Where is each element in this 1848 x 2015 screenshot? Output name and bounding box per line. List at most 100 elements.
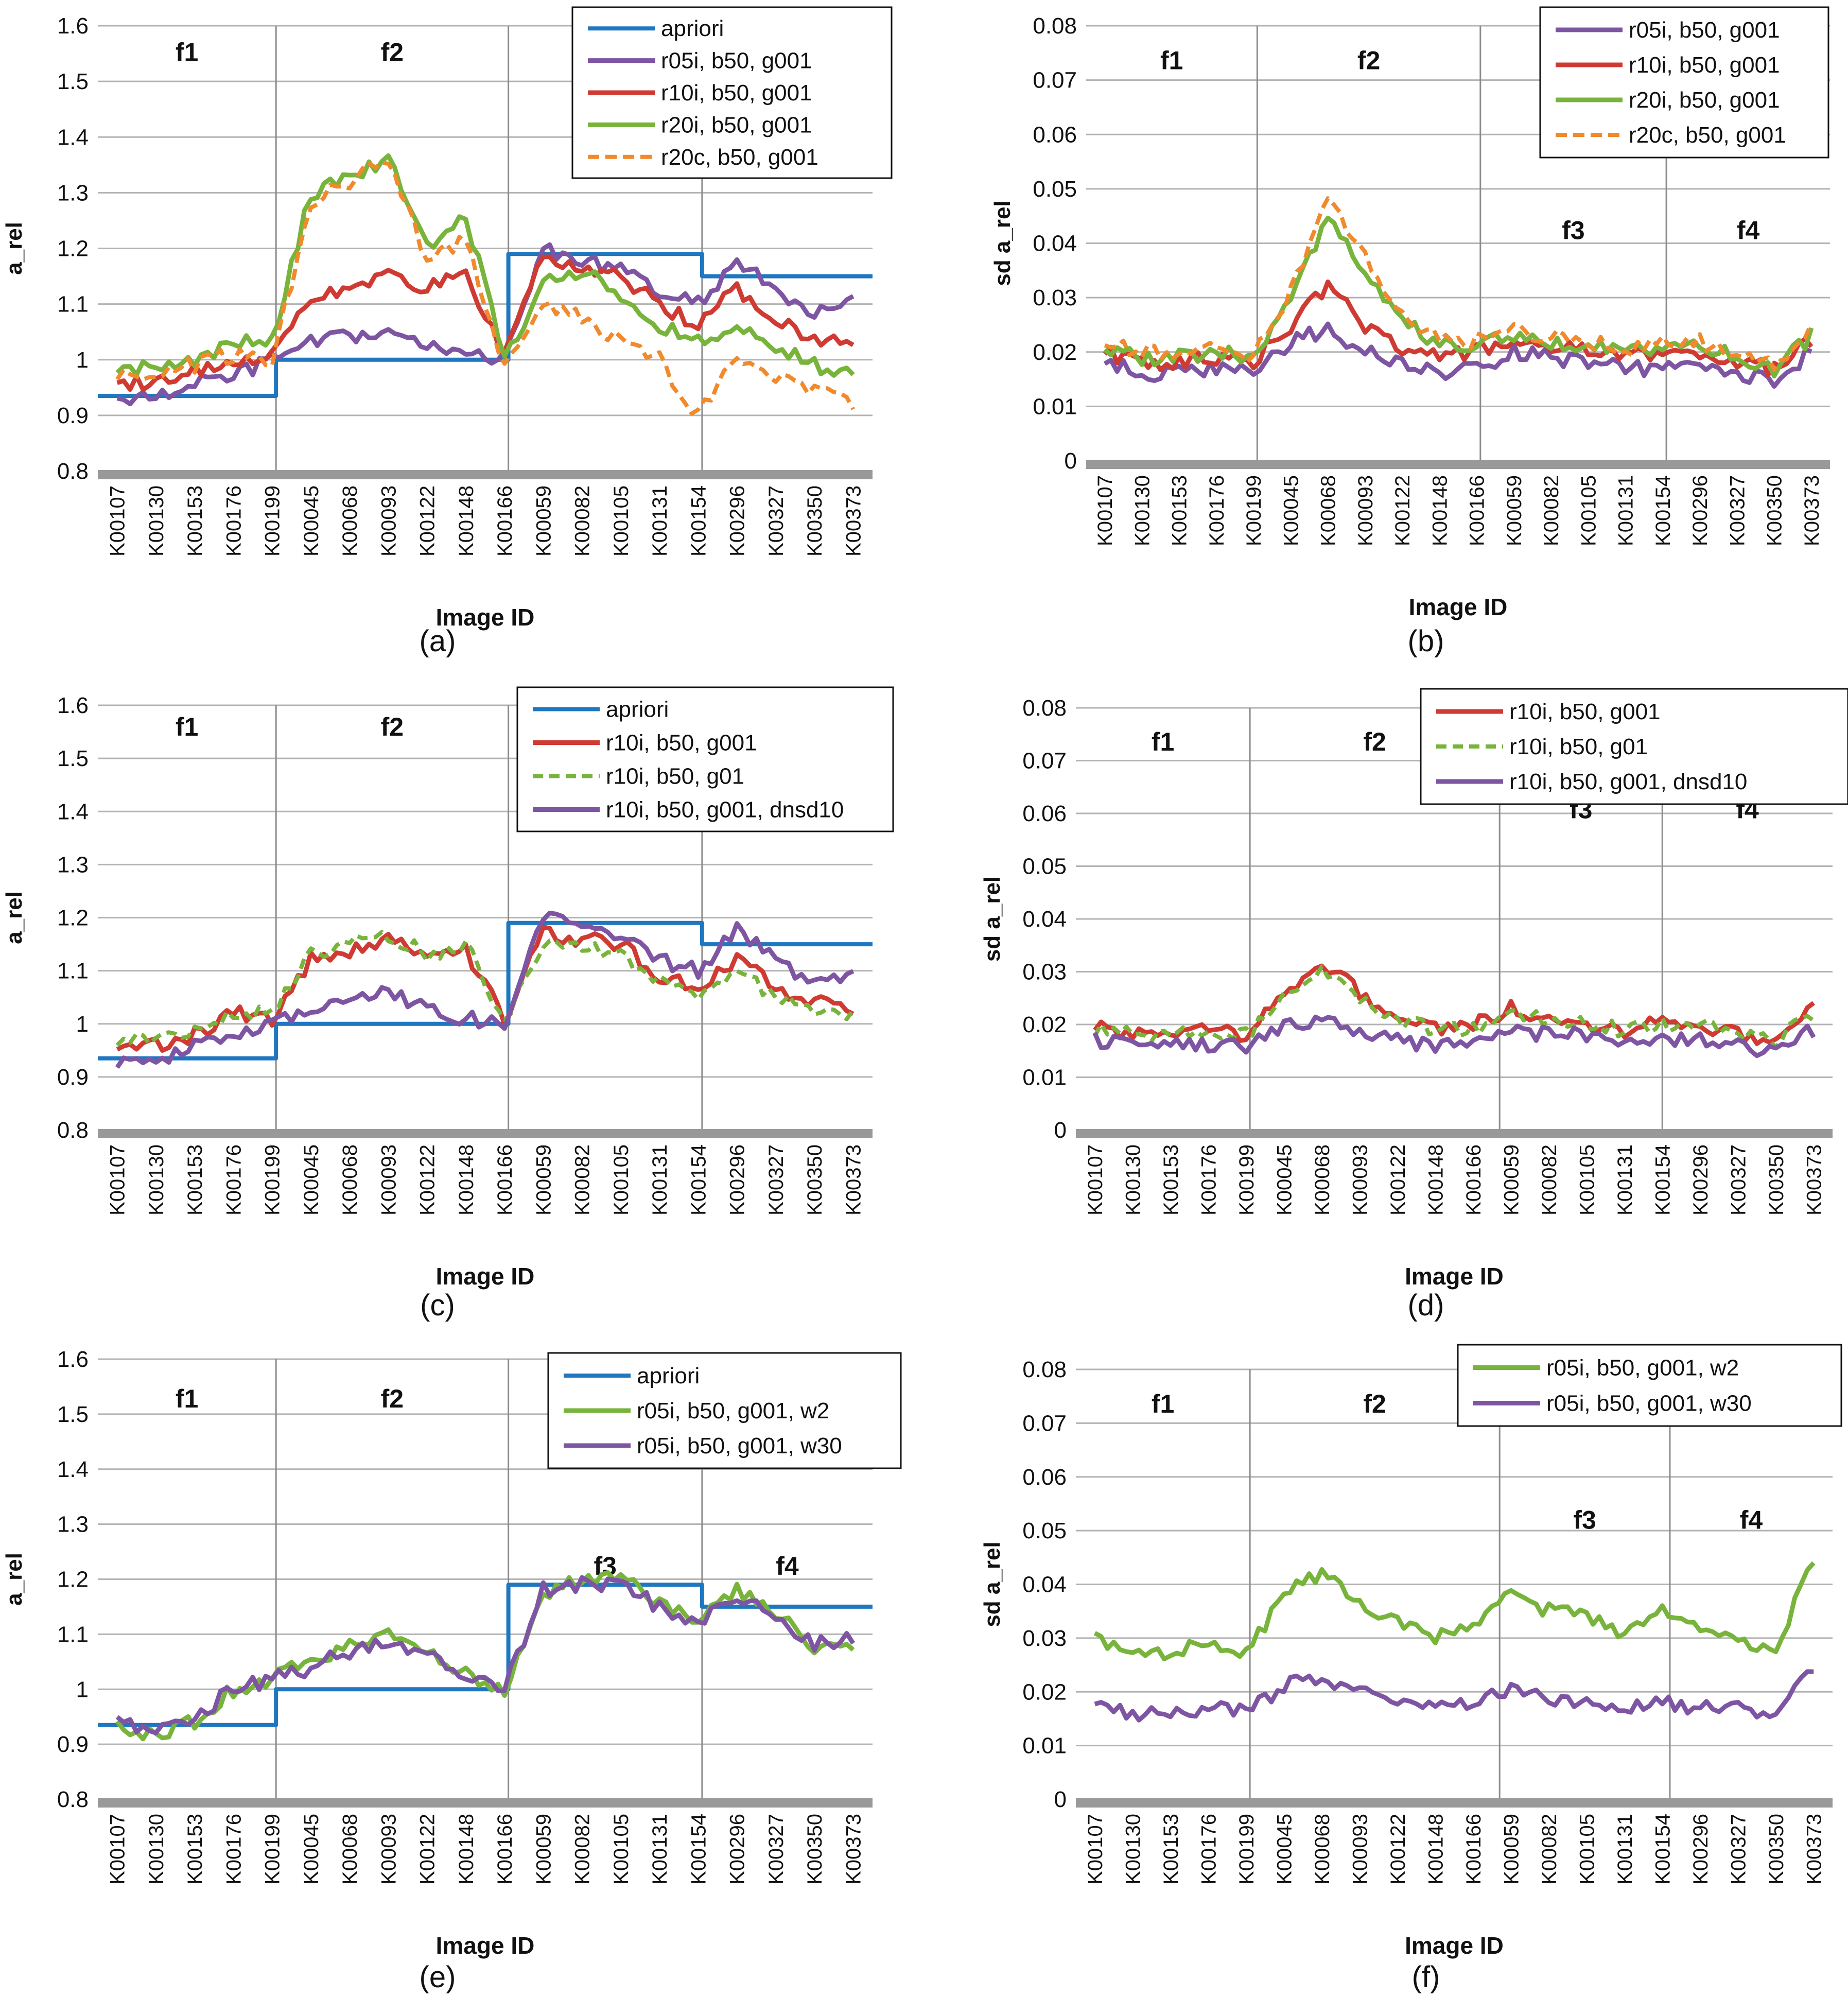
p2-x-axis [98, 1129, 873, 1138]
p3-xtick-label: K00093 [1349, 1144, 1371, 1215]
p2-section-label-f1: f1 [176, 713, 198, 741]
p5-ytick-label: 0.03 [1022, 1626, 1067, 1651]
p5-section-label-f3: f3 [1573, 1506, 1596, 1535]
p1-series-orange [1104, 196, 1814, 372]
p0-legend-label: apriori [661, 16, 724, 41]
p1-ylabel: sd a_rel [990, 200, 1015, 286]
p0-xtick-label: K00148 [455, 485, 478, 557]
p1-ytick-label: 0.02 [1033, 340, 1077, 365]
p4-xtick-label: K00296 [726, 1814, 749, 1885]
p0-ytick-label: 1.2 [57, 236, 89, 262]
p1-x-axis [1086, 460, 1830, 469]
p5-xlabel: Image ID [1405, 1932, 1504, 1959]
p3-xtick-label: K00148 [1424, 1144, 1447, 1215]
p3-xtick-label: K00082 [1538, 1144, 1561, 1215]
p5-ytick-label: 0.08 [1022, 1357, 1067, 1382]
p2-xtick-label: K00296 [726, 1144, 749, 1215]
p0-xtick-label: K00107 [107, 485, 129, 557]
p5-ytick-label: 0.06 [1022, 1465, 1067, 1490]
p1-section-label-f4: f4 [1737, 216, 1760, 245]
p0-xtick-label: K00350 [804, 485, 826, 557]
p0-series-orange [115, 161, 855, 416]
p3-xtick-label: K00059 [1500, 1144, 1523, 1215]
p4-xtick-label: K00105 [610, 1814, 633, 1885]
p2-ytick-label: 1.1 [57, 959, 89, 984]
p0-legend-label: r20c, b50, g001 [661, 145, 818, 170]
p5-xtick-label: K00107 [1084, 1814, 1107, 1885]
p5-xtick-label: K00176 [1197, 1814, 1220, 1885]
p2-section-label-f2: f2 [381, 713, 404, 741]
p2-xtick-label: K00373 [842, 1144, 865, 1215]
p1-xtick-label: K00373 [1801, 475, 1823, 546]
p4-xtick-label: K00130 [145, 1814, 168, 1885]
p0-series-green [115, 153, 855, 378]
p2-xtick-label: K00093 [377, 1144, 400, 1215]
p5-series-purple [1094, 1669, 1814, 1723]
p3-series-red [1093, 963, 1815, 1046]
p1-xtick-label: K00059 [1503, 475, 1526, 546]
p4-ytick-label: 1.5 [57, 1402, 89, 1427]
p1-series-purple [1103, 321, 1812, 389]
p1-series-red [1103, 279, 1814, 378]
p0-ytick-label: 1.1 [57, 292, 89, 317]
p5-series-green [1093, 1561, 1816, 1661]
p5-xtick-label: K00154 [1651, 1814, 1674, 1885]
p1-legend-label: r10i, b50, g001 [1629, 53, 1780, 78]
p3-legend-label: r10i, b50, g01 [1509, 734, 1648, 759]
p4-section-label-f4: f4 [776, 1552, 799, 1580]
p5-legend [1457, 1344, 1842, 1427]
p4-xlabel: Image ID [436, 1932, 535, 1959]
p4-xtick-label: K00148 [455, 1814, 478, 1885]
p1-section-label-f1: f1 [1160, 46, 1183, 75]
p1-series-green [1103, 215, 1814, 379]
p0-xtick-label: K00093 [377, 485, 400, 557]
p2-xlabel: Image ID [436, 1263, 535, 1290]
p1-xtick-label: K00166 [1466, 475, 1489, 546]
p2-xtick-label: K00199 [261, 1144, 284, 1215]
p0-section-label-f1: f1 [176, 38, 198, 67]
p2-xtick-label: K00327 [765, 1144, 788, 1215]
p0-section-label-f2: f2 [381, 38, 404, 67]
p0-ytick-label: 1.4 [57, 125, 89, 150]
p1-xtick-label: K00199 [1243, 475, 1265, 546]
p3-series-purple [1092, 1014, 1816, 1058]
p3-xtick-label: K00153 [1160, 1144, 1182, 1215]
p1-xtick-label: K00082 [1540, 475, 1563, 546]
p5-ylabel: sd a_rel [980, 1541, 1005, 1627]
p1-ytick-label: 0.05 [1033, 177, 1077, 202]
p2-series-apriori [98, 920, 873, 1061]
p4-x-axis [98, 1798, 873, 1808]
p3-series-green-dash [1093, 964, 1815, 1050]
p4-legend-label: apriori [637, 1363, 700, 1388]
p0-ytick-label: 1 [76, 348, 89, 373]
p0-xtick-label: K00153 [184, 485, 206, 557]
p1-ytick-label: 0.08 [1033, 13, 1077, 39]
p3-section-label-f1: f1 [1152, 727, 1174, 756]
p1-xtick-label: K00350 [1764, 475, 1786, 546]
p3-caption: (d) [1408, 1289, 1444, 1322]
p5-ytick-label: 0.05 [1022, 1518, 1067, 1543]
p1-xtick-label: K00068 [1317, 475, 1340, 546]
p2-xtick-label: K00068 [339, 1144, 361, 1215]
p0-x-axis [98, 470, 873, 479]
p5-xtick-label: K00296 [1689, 1814, 1712, 1885]
p1-xtick-label: K00176 [1206, 475, 1228, 546]
p1-xtick-label: K00154 [1652, 475, 1675, 546]
p4-ytick-label: 0.9 [57, 1732, 89, 1757]
p0-xtick-label: K00373 [842, 485, 865, 557]
p4-ytick-label: 1.3 [57, 1512, 89, 1537]
p0-ytick-label: 1.5 [57, 69, 89, 94]
p0-ytick-label: 0.8 [57, 459, 89, 484]
p0-xtick-label: K00327 [765, 485, 788, 557]
p2-legend-label: r10i, b50, g01 [606, 764, 744, 789]
p5-xtick-label: K00373 [1803, 1814, 1825, 1885]
p4-xtick-label: K00154 [687, 1814, 710, 1885]
p2-xtick-label: K00153 [184, 1144, 206, 1215]
p4-series-green [115, 1570, 855, 1742]
p5-section-label-f2: f2 [1363, 1389, 1386, 1418]
p1-ytick-label: 0 [1065, 448, 1077, 474]
p2-xtick-label: K00082 [571, 1144, 594, 1215]
p2-xtick-label: K00122 [416, 1144, 439, 1215]
p2-ylabel: a_rel [2, 891, 27, 944]
p4-ytick-label: 1.6 [57, 1347, 89, 1372]
